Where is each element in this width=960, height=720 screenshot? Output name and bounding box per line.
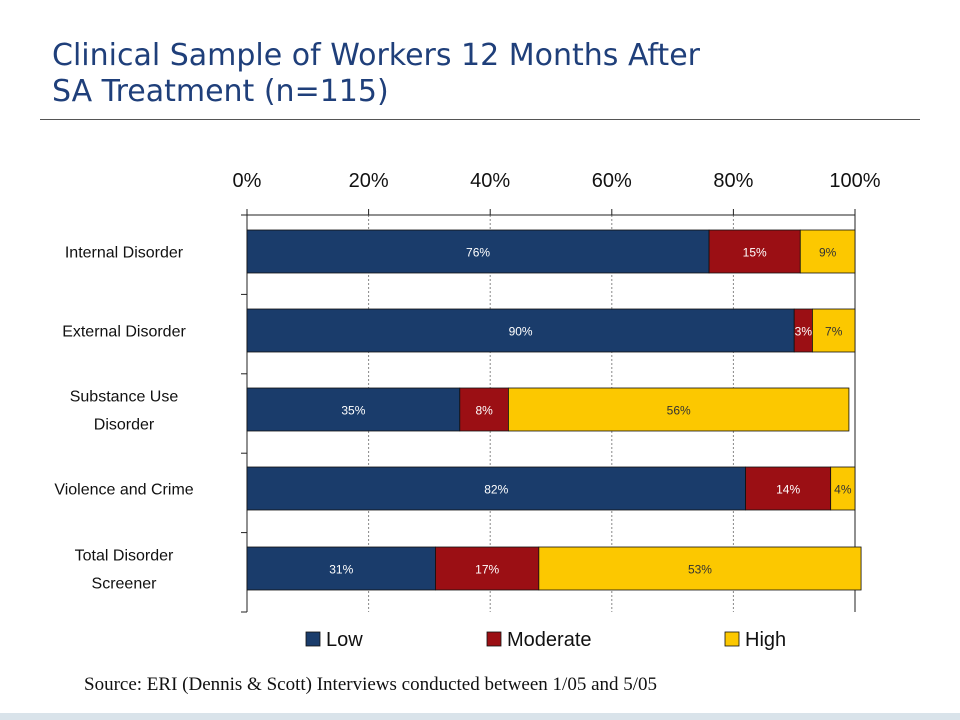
data-label: 14%: [776, 483, 800, 497]
category-label: Screener: [92, 576, 158, 593]
bar-segment: [538, 546, 862, 591]
legend-swatch: [486, 631, 502, 647]
data-label: 7%: [825, 325, 843, 339]
bar-segment: [246, 387, 461, 432]
data-label: 56%: [667, 404, 691, 418]
data-label: 8%: [475, 404, 493, 418]
data-label: 31%: [329, 563, 353, 577]
bar-segment: [435, 546, 540, 591]
category-label: Disorder: [94, 417, 155, 434]
bar-segment: [246, 546, 436, 591]
data-label: 35%: [341, 404, 365, 418]
slide-title-line-2: SA Treatment (n=115): [52, 74, 389, 109]
legend-label: High: [745, 629, 786, 651]
category-label: Substance Use: [70, 389, 179, 406]
x-tick-label: 40%: [470, 170, 510, 192]
category-label: Total Disorder: [75, 548, 174, 565]
legend-label: Low: [326, 629, 363, 651]
data-label: 76%: [466, 246, 490, 260]
bars: 76% 15% 9% 90% 3% 7% 35% 8% 56% 82% 14% 4% 31% 17% 53%: [246, 229, 862, 591]
x-tick-label: 80%: [713, 170, 753, 192]
x-tick-label: 0%: [233, 170, 262, 192]
slide-title: Clinical Sample of Workers 12 Months Aft…: [52, 38, 912, 110]
category-label: Internal Disorder: [65, 245, 184, 262]
slide-title-line-1: Clinical Sample of Workers 12 Months Aft…: [52, 38, 700, 73]
bar-segment: [508, 387, 850, 432]
bar-segment: [459, 387, 509, 432]
data-label: 3%: [795, 325, 813, 339]
source-note: Source: ERI (Dennis & Scott) Interviews …: [84, 674, 658, 695]
data-label: 15%: [743, 246, 767, 260]
x-tick-label: 60%: [592, 170, 632, 192]
category-labels: Internal Disorder External Disorder Substa…: [54, 245, 193, 593]
x-tick-label: 20%: [349, 170, 389, 192]
legend-swatch: [305, 631, 321, 647]
bar-segment: [246, 466, 746, 511]
legend-swatch: [724, 631, 740, 647]
bar-segment: [799, 229, 856, 274]
data-label: 82%: [484, 483, 508, 497]
data-label: 90%: [509, 325, 533, 339]
legend: Low Moderate High: [305, 629, 786, 651]
category-label: External Disorder: [62, 324, 186, 341]
x-tick-label: 100%: [829, 170, 880, 192]
x-axis: 0% 20% 40% 60% 80% 100%: [233, 170, 881, 613]
data-label: 17%: [475, 563, 499, 577]
category-label: Violence and Crime: [54, 482, 193, 499]
bar-segment: [812, 308, 856, 353]
bar-segment: [830, 466, 856, 511]
bottom-band: [0, 713, 960, 720]
bar-segment: [246, 229, 710, 274]
gridlines: [368, 215, 856, 612]
title-divider: [40, 119, 920, 120]
legend-label: Moderate: [507, 629, 592, 651]
data-label: 4%: [834, 483, 852, 497]
data-label: 9%: [819, 246, 837, 260]
data-label: 53%: [688, 563, 712, 577]
bar-segment: [246, 308, 795, 353]
bar-segment: [708, 229, 801, 274]
